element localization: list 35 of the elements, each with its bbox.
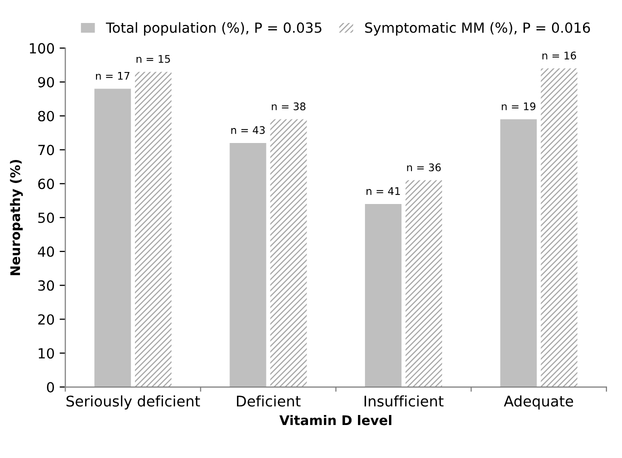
y-tick-label: 80	[38, 110, 54, 122]
y-tick-label: 20	[38, 314, 54, 325]
y-tick-label: 40	[38, 246, 54, 257]
x-tick-label: Seriously deficient	[66, 395, 200, 410]
annotation: n = 19	[502, 102, 536, 110]
x-tick-label: Adequate	[504, 395, 574, 410]
bar	[406, 180, 442, 388]
x-axis-title: Vitamin D level	[279, 415, 392, 426]
bar	[270, 119, 307, 388]
bar	[134, 72, 172, 388]
annotation: n = 17	[96, 72, 130, 80]
annotation: n = 38	[272, 102, 306, 110]
y-tick-label: 90	[38, 76, 54, 88]
y-tick-label: 0	[46, 382, 54, 392]
legend-label: Total population (%), P = 0.035	[106, 22, 322, 36]
y-tick-label: 10	[38, 348, 54, 359]
bar	[364, 204, 402, 388]
y-tick-label: 30	[38, 280, 54, 291]
bar	[500, 119, 537, 388]
y-tick-label: 60	[38, 178, 54, 190]
annotation: n = 41	[366, 187, 400, 195]
annotation: n = 36	[407, 163, 441, 172]
bar	[540, 68, 578, 388]
y-tick-label: 100	[30, 43, 54, 54]
x-tick-label: Insufficient	[364, 395, 444, 407]
bar	[94, 88, 131, 388]
bar	[230, 142, 266, 388]
y-tick-label: 50	[38, 212, 54, 224]
y-tick-label: 70	[38, 144, 54, 156]
annotation: n = 15	[136, 55, 170, 63]
annotation: n = 16	[542, 52, 576, 60]
x-tick-label: Deficient	[236, 395, 301, 407]
legend-label: Symptomatic MM (%), P = 0.016	[365, 22, 590, 36]
annotation: n = 43	[231, 126, 265, 134]
y-axis-title: Neuropathy (%)	[10, 160, 23, 276]
